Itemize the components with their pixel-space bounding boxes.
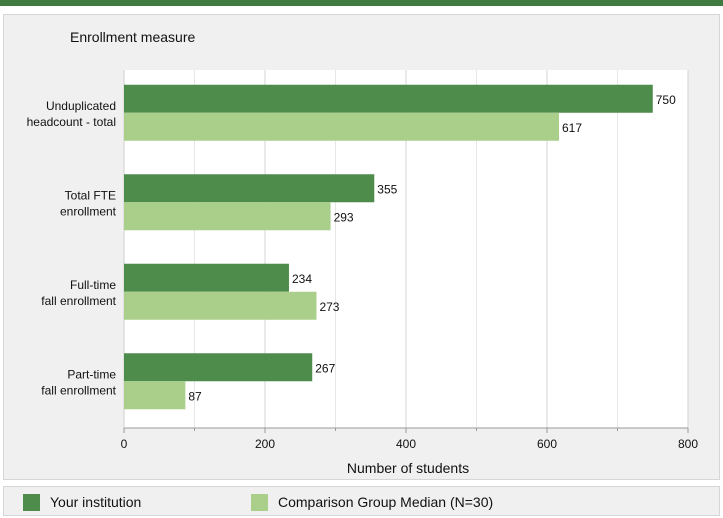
legend-item-comparison: Comparison Group Median (N=30) xyxy=(251,493,493,511)
bar-institution-1 xyxy=(124,174,375,203)
category-label: Unduplicated xyxy=(46,99,116,113)
data-label-comparison-0: 617 xyxy=(562,121,582,135)
bar-institution-0 xyxy=(124,84,653,113)
header-accent-bar xyxy=(0,0,723,6)
data-label-comparison-2: 273 xyxy=(319,300,339,314)
legend-swatch-comparison xyxy=(251,493,268,511)
chart-title: Enrollment measure xyxy=(70,29,195,45)
x-tick-label: 200 xyxy=(255,437,275,451)
bar-comparison-3 xyxy=(124,381,186,410)
legend-item-institution: Your institution xyxy=(23,493,141,511)
category-label: enrollment xyxy=(60,204,117,218)
x-tick-label: 0 xyxy=(121,437,128,451)
x-tick-label: 600 xyxy=(537,437,557,451)
x-tick-label: 800 xyxy=(678,437,698,451)
bar-comparison-2 xyxy=(124,291,317,320)
bar-institution-2 xyxy=(124,263,289,292)
category-label: fall enrollment xyxy=(41,383,116,397)
data-label-institution-1: 355 xyxy=(377,182,397,196)
category-label: Total FTE xyxy=(65,188,116,202)
data-label-comparison-1: 293 xyxy=(334,210,354,224)
bar-comparison-1 xyxy=(124,202,331,231)
category-label: Full-time xyxy=(70,278,116,292)
x-axis-label: Number of students xyxy=(347,460,469,476)
chart-legend: Your institution Comparison Group Median… xyxy=(3,486,720,516)
data-label-comparison-3: 87 xyxy=(188,389,202,403)
category-label: headcount - total xyxy=(27,115,116,129)
legend-label-comparison: Comparison Group Median (N=30) xyxy=(278,494,494,510)
category-label: Part-time xyxy=(67,367,116,381)
category-label: fall enrollment xyxy=(41,294,116,308)
legend-swatch-institution xyxy=(23,493,40,511)
bar-comparison-0 xyxy=(124,112,559,141)
data-label-institution-0: 750 xyxy=(656,93,676,107)
bar-institution-3 xyxy=(124,353,313,382)
x-tick-label: 400 xyxy=(396,437,416,451)
data-label-institution-2: 234 xyxy=(292,272,312,286)
legend-label-institution: Your institution xyxy=(50,494,142,510)
chart-panel: Enrollment measure Number of students 0 2… xyxy=(3,14,720,480)
data-label-institution-3: 267 xyxy=(315,361,335,375)
bar-chart: Enrollment measure Number of students 0 2… xyxy=(27,29,699,476)
